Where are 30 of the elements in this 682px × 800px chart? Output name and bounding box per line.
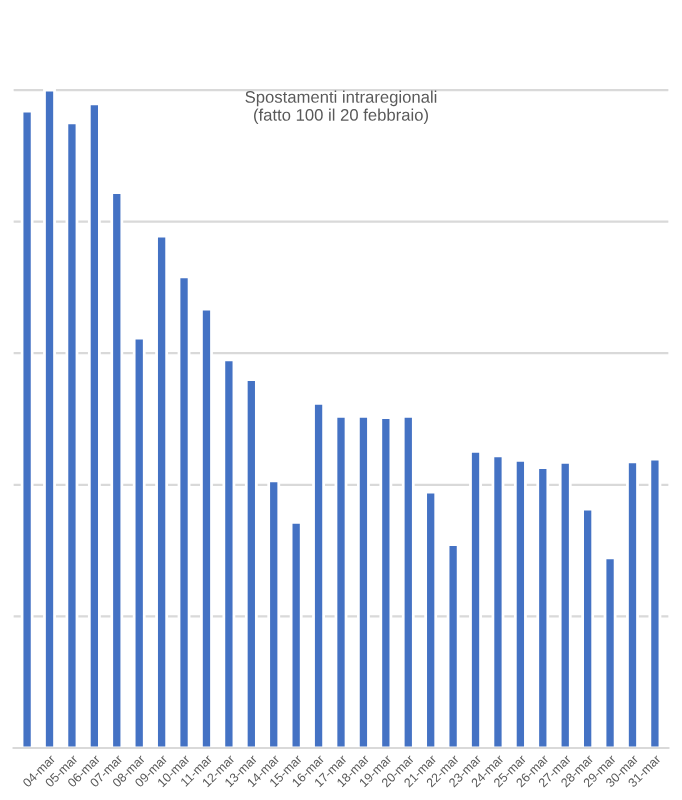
bar (424, 490, 438, 748)
bar (491, 454, 505, 748)
bar (132, 336, 146, 748)
bar (267, 479, 281, 748)
text: Spostamenti intraregionali (fatto 100 il 20 febbraio) (245, 90, 437, 125)
bar (446, 543, 460, 748)
bar (334, 415, 348, 748)
bar (626, 460, 639, 748)
bar (513, 459, 527, 748)
bar (312, 401, 326, 748)
bar (222, 358, 236, 748)
bar (110, 191, 124, 748)
bar (289, 520, 303, 748)
bar (65, 121, 79, 748)
bar (200, 307, 213, 748)
bar (469, 449, 482, 748)
bar (603, 556, 617, 748)
bar (581, 507, 595, 748)
bar (356, 415, 370, 748)
bar (558, 461, 572, 748)
bar (43, 88, 56, 748)
bar (379, 416, 393, 748)
bar (244, 378, 258, 748)
bar (87, 102, 101, 748)
bar (401, 415, 415, 748)
bar (536, 466, 550, 748)
bar (177, 275, 191, 748)
bar (20, 109, 34, 748)
bar (155, 234, 169, 748)
bar (648, 457, 662, 748)
